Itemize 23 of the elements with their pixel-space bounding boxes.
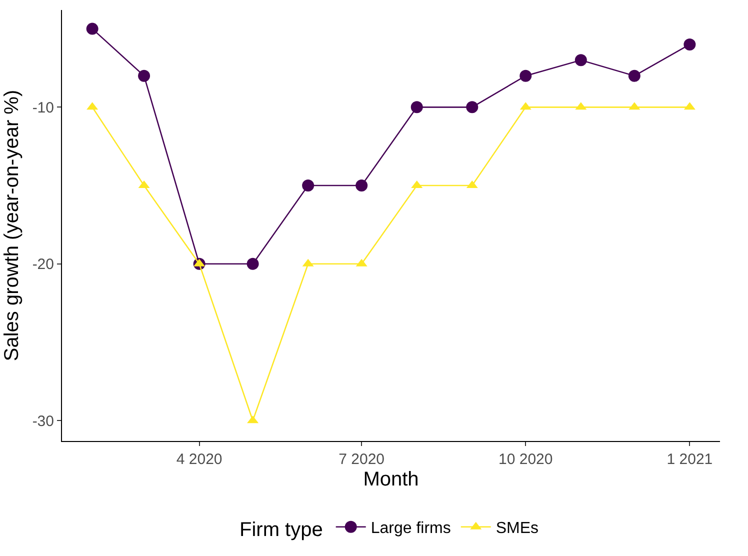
point: [574, 54, 587, 66]
x-tick-label: 4 2020: [176, 451, 222, 468]
legend-label: SMEs: [496, 520, 539, 538]
point: [628, 70, 640, 82]
x-tick-label: 7 2020: [338, 451, 385, 468]
y-axis-title: Sales growth (year-on-year %): [0, 90, 23, 362]
point: [684, 38, 696, 50]
point: [520, 70, 532, 82]
y-tick-label: -10: [32, 99, 54, 116]
point: [410, 101, 423, 114]
y-tick-label: -20: [32, 256, 54, 274]
point: [246, 258, 259, 270]
x-tick-label: 1 2021: [666, 451, 713, 468]
x-tick-label: 10 2020: [498, 451, 553, 468]
point: [302, 180, 314, 192]
point: [138, 70, 150, 82]
x-axis-title: Month: [363, 468, 419, 490]
point: [356, 180, 368, 192]
legend-label: Large firms: [370, 520, 451, 538]
point: [466, 101, 478, 114]
legend-title: Firm type: [240, 518, 323, 541]
y-tick-label: -30: [32, 412, 54, 430]
point: [86, 22, 98, 35]
